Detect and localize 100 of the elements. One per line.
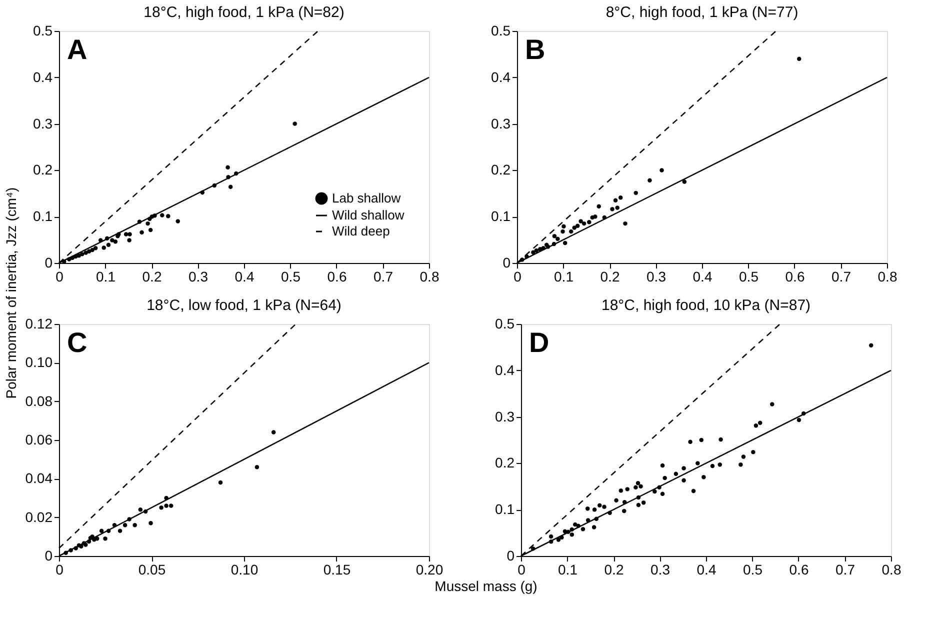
x-tick-label: 0.4	[696, 562, 716, 578]
point	[127, 238, 132, 242]
point	[118, 528, 122, 533]
point	[625, 487, 630, 492]
point	[138, 507, 143, 512]
point	[738, 462, 743, 467]
point	[610, 207, 614, 212]
x-tick-label: 0	[518, 562, 526, 578]
point	[562, 224, 566, 228]
point	[176, 219, 180, 224]
point	[140, 230, 144, 234]
x-tick-label: 0.3	[188, 268, 208, 284]
point	[710, 464, 715, 468]
point	[618, 488, 624, 493]
y-tick-label: 0.2	[491, 162, 511, 178]
y-tick-label: 0.06	[25, 432, 53, 448]
y-tick-label: 0.4	[33, 68, 53, 85]
x-tick-label: 0.2	[142, 268, 162, 284]
point	[164, 504, 168, 508]
y-tick-label: 0.08	[25, 392, 53, 409]
point	[691, 488, 696, 494]
point	[102, 246, 106, 250]
point	[106, 242, 111, 248]
point	[699, 438, 704, 442]
point	[614, 498, 618, 502]
point	[758, 420, 762, 425]
x-tick-label: 0.4	[234, 268, 254, 284]
chart-title: 8°C, high food, 1 kPa (N=77)	[606, 4, 798, 21]
x-tick-label: 0.20	[416, 562, 444, 578]
point	[634, 190, 638, 196]
point	[110, 238, 114, 242]
point	[292, 122, 297, 126]
point	[602, 504, 606, 509]
point	[660, 492, 665, 496]
x-tick-label: 0.6	[327, 268, 347, 284]
y-tick-label: 0	[502, 254, 511, 270]
x-tick-label: 0.5	[739, 268, 759, 284]
point	[556, 236, 560, 241]
point	[702, 475, 706, 480]
point	[84, 250, 88, 255]
x-tick-label: 0.7	[832, 268, 852, 284]
point	[592, 525, 596, 530]
point	[534, 248, 539, 253]
point	[751, 450, 756, 454]
point	[562, 240, 568, 246]
x-tick-label: 0.7	[374, 268, 394, 284]
point	[587, 220, 592, 224]
point	[682, 466, 686, 470]
point	[634, 485, 638, 490]
point	[718, 462, 722, 467]
y-tick-label: 0.2	[495, 454, 515, 471]
annotation: C	[67, 327, 88, 358]
x-tick-label: 0.7	[836, 562, 856, 578]
point	[99, 528, 104, 533]
point	[660, 168, 664, 172]
point	[218, 480, 223, 485]
point	[548, 534, 554, 539]
point	[90, 248, 94, 252]
point	[128, 232, 132, 236]
y-tick-label: 0	[44, 254, 53, 270]
x-tick-label: 0.3	[650, 562, 670, 578]
x-tick-label: 0.6	[789, 562, 809, 578]
x-tick-label: 0.1	[558, 562, 578, 578]
x-tick-label: 0.5	[743, 562, 763, 578]
x-tick-label: 0	[56, 562, 64, 578]
x-tick-label: 0.05	[138, 562, 166, 578]
point	[93, 246, 98, 250]
point	[226, 165, 230, 170]
x-tick-label: 0.10	[230, 562, 258, 578]
y-tick-label: 0.5	[33, 22, 53, 38]
chart-title: 18°C, high food, 1 kPa (N=82)	[144, 4, 344, 21]
y-tick-label: 0.1	[495, 501, 515, 518]
point	[618, 195, 623, 200]
x-tick-label: 0.1	[554, 268, 574, 284]
x-tick-label: 0.15	[323, 562, 351, 578]
point	[613, 198, 618, 202]
point	[580, 526, 586, 532]
annotation: D	[529, 327, 550, 358]
point	[254, 464, 260, 470]
y-tick-label: 0.2	[33, 162, 53, 178]
x-tick-label: 0.1	[96, 268, 116, 284]
point	[797, 56, 802, 61]
y-tick-label: 0.4	[495, 362, 515, 378]
point	[652, 489, 657, 494]
point	[132, 522, 137, 528]
y-tick-label: 0.04	[25, 470, 53, 486]
y-tick-label: 0	[506, 548, 515, 564]
point	[636, 502, 641, 508]
point	[103, 536, 108, 541]
point	[638, 484, 643, 489]
point	[674, 472, 678, 476]
y-tick-label: 0.02	[25, 508, 53, 525]
point	[572, 226, 576, 230]
annotation: B	[525, 34, 546, 65]
y-axis-title: Polar moment of inertia, Jzz (cm⁴)	[3, 187, 19, 399]
legend-label: Wild shallow	[332, 208, 405, 222]
x-tick-label: 0.3	[646, 268, 666, 284]
y-tick-label: 0.3	[491, 115, 511, 132]
point	[575, 224, 580, 228]
point	[148, 228, 153, 232]
